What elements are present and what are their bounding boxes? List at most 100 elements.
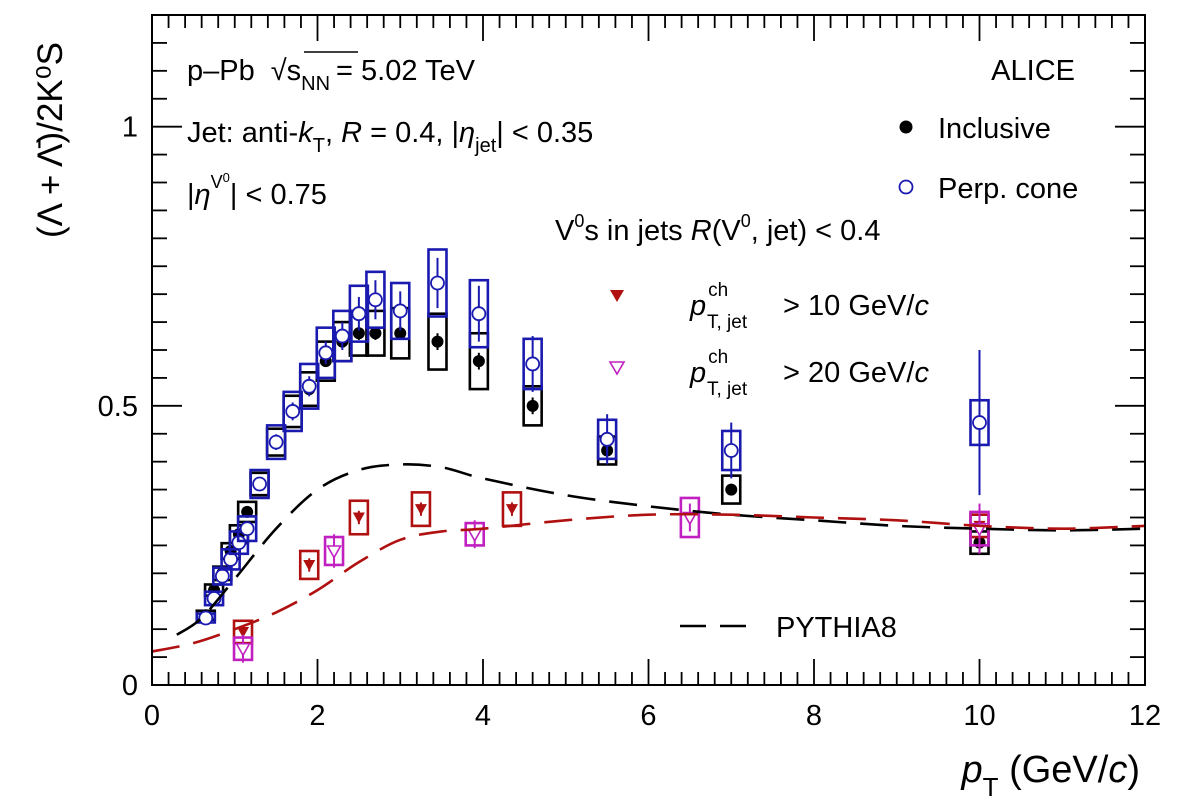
y-tick-label: 0: [122, 670, 138, 702]
perp-point: [239, 521, 255, 537]
jet20-sys-box: [679, 496, 701, 539]
legend-inclusive: Inclusive: [899, 113, 1051, 145]
perp-point: [198, 610, 214, 626]
sel-zero: 0: [574, 211, 584, 231]
pythia_jet-curve: [151, 512, 1146, 653]
inclusive-point: [725, 483, 738, 496]
legend-jet10-rest: > 10 GeV/: [775, 290, 915, 322]
jet10-point: [237, 626, 250, 638]
x-tick-label: 8: [806, 700, 822, 732]
perp-sys-box: [236, 515, 258, 543]
jet-eta-sub: jet: [474, 135, 497, 157]
x-axis-label-close: ): [1127, 749, 1140, 791]
perp-sys-box: [365, 270, 386, 329]
jet10-point: [505, 504, 518, 516]
v0-sup-zero: 0: [223, 170, 230, 185]
y-axis-label: (Λ + Λ̄)/2K⁰S: [31, 42, 70, 238]
sel-text-c: (V: [712, 215, 742, 247]
perp-point: [214, 568, 230, 584]
x-axis-label-p: p: [961, 749, 983, 791]
perp-sys-box: [468, 278, 490, 349]
legend-jet10-sup: ch: [708, 280, 728, 301]
jet-text-b: ,: [325, 117, 341, 149]
legend-inclusive-marker: [899, 120, 913, 134]
legend-jet20: p ch T, jet > 20 GeV/c: [608, 347, 929, 400]
perp-point: [351, 306, 367, 322]
energy-value: = 5.02 TeV: [336, 55, 476, 87]
perp-sys-box: [315, 326, 337, 380]
legend-jet10-p: p: [689, 290, 706, 322]
perp-point: [723, 443, 739, 458]
perp-point: [599, 431, 615, 447]
perp-sys-box: [348, 284, 370, 343]
perp-point: [392, 303, 408, 319]
x-tick-label: 6: [640, 700, 656, 732]
v0-sup: V: [211, 172, 223, 192]
energy-sub: NN: [301, 73, 330, 95]
series-layer: [195, 248, 990, 663]
perp-point: [318, 345, 334, 361]
perp-sys-box: [265, 424, 287, 461]
jet10-point: [303, 559, 316, 571]
v0-eta: η: [195, 179, 211, 211]
jet10-point: [352, 512, 365, 524]
x-axis-label-c: c: [1108, 749, 1127, 791]
perp-point: [368, 292, 383, 308]
legend-inclusive-label: Inclusive: [938, 113, 1051, 145]
jet20-point: [235, 642, 251, 657]
selection-label: V0s in jets R(V0, jet) < 0.4: [555, 211, 880, 247]
perp-point: [301, 378, 317, 394]
collision-label: p–Pb: [187, 55, 255, 87]
perp-point: [972, 415, 987, 430]
collision-system-label: p–Pb √sNN = 5.02 TeV: [187, 55, 476, 95]
x-axis-label: pT (GeV/c): [961, 749, 1141, 802]
v0-text-b: | < 0.75: [230, 179, 327, 211]
jet10-sys-box: [410, 491, 432, 528]
x-tick-label: 12: [1129, 700, 1161, 732]
jet10-sys-box: [298, 549, 320, 581]
x-axis-label-rest: (GeV/: [999, 749, 1109, 791]
inclusive-point: [394, 327, 407, 340]
inclusive-point: [241, 505, 254, 518]
axis-layer: 0 2 4 6 8 10 12 0 0.5 1: [98, 14, 1161, 732]
x-tick-label: 4: [475, 700, 491, 732]
model-layer: [151, 463, 1146, 653]
legend-jet20-sup: ch: [708, 347, 728, 368]
legend-jet20-sub: T, jet: [707, 379, 748, 400]
y-tick-label: 1: [122, 112, 138, 144]
inclusive-point: [369, 327, 382, 340]
inclusive-point: [526, 399, 539, 412]
sel-text-a: V: [555, 215, 575, 247]
jet-cuts-label: Jet: anti-kT, R = 0.4, |ηjet| < 0.35: [187, 117, 593, 157]
jet-r: R: [341, 117, 362, 149]
legend-pythia8: PYTHIA8: [680, 612, 897, 644]
pythia_incl-curve: [176, 463, 1146, 636]
legend-pythia8-label: PYTHIA8: [776, 612, 897, 644]
perp-point: [471, 306, 487, 322]
jet-text-d: | < 0.35: [496, 117, 593, 149]
perp-sys-box: [332, 309, 353, 363]
sel-text-b: s in jets: [584, 215, 690, 247]
sel-r: R: [691, 215, 712, 247]
x-tick-label: 10: [963, 700, 995, 732]
inclusive-point: [431, 335, 444, 348]
perp-sys-box: [282, 390, 303, 433]
inclusive-point: [352, 327, 365, 340]
legend-jet20-rest: > 20 GeV/: [775, 357, 915, 389]
legend-jet20-marker: [608, 361, 626, 376]
perp-point: [430, 275, 445, 291]
jet-eta: η: [459, 117, 475, 149]
experiment-label: ALICE: [991, 55, 1075, 87]
inclusive-point: [472, 355, 485, 368]
inclusive-sys-box: [427, 312, 448, 371]
perp-sys-box: [249, 468, 270, 500]
perp-point: [334, 328, 350, 344]
jet20-point: [326, 545, 342, 560]
perp-sys-box: [427, 248, 448, 318]
jet10-point: [414, 504, 427, 516]
sel-text-d: , jet) < 0.4: [751, 215, 881, 247]
perp-sys-box: [298, 362, 320, 410]
legend-jet10-marker: [610, 290, 624, 302]
v0-eta-cut-label: |ηV0| < 0.75: [187, 170, 327, 211]
jet-k: k: [298, 117, 314, 149]
